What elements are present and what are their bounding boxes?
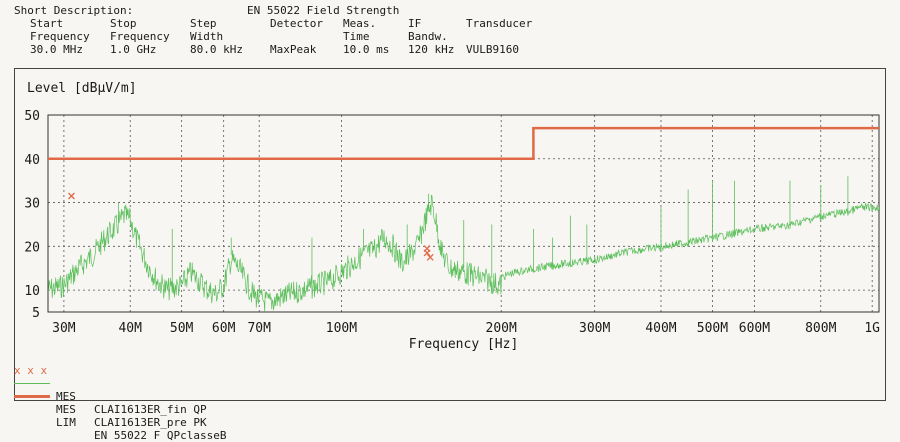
legend-name: LIM <box>56 416 76 429</box>
y-tick-label: 30 <box>24 197 40 212</box>
y-axis-label: Level [dBµV/m] <box>27 81 137 96</box>
x-tick-label: 100M <box>326 321 357 336</box>
legend-desc: CLAI1613ER_fin QP <box>94 403 207 416</box>
legend-desc: EN 55022 F QPclasseB <box>94 429 227 442</box>
qp-marker-x <box>68 192 75 200</box>
x-tick-label: 800M <box>805 321 836 336</box>
qp-marker-x <box>423 249 431 257</box>
short-description-label: Short Description: <box>14 4 134 17</box>
pk-trace-line <box>48 194 879 312</box>
detector-label: Detector <box>270 17 323 30</box>
step-width-label-1: Step <box>190 17 217 30</box>
stop-frequency-label-1: Stop <box>110 17 137 30</box>
meas-time-value: 10.0 ms <box>343 43 390 56</box>
x-tick-label: 70M <box>247 321 271 336</box>
x-tick-label: 600M <box>739 321 770 336</box>
chart-frame: Level [dBµV/m] 5 10 20 30 40 50 30M 40M 50M 60M 70M… <box>14 68 886 401</box>
limit-line <box>48 126 879 161</box>
x-tick-label: 500M <box>697 321 728 336</box>
meas-time-label-2: Time <box>343 30 370 43</box>
step-width-value: 80.0 kHz <box>190 43 243 56</box>
plot-area-border <box>47 114 880 313</box>
transducer-label: Transducer <box>466 17 533 30</box>
legend-desc: CLAI1613ER_pre PK <box>94 416 207 429</box>
start-frequency-label-2: Frequency <box>30 30 90 43</box>
y-tick-label: 5 <box>32 306 40 321</box>
legend-name: MES <box>56 390 76 403</box>
legend-row-qp-markers: x x x MES CLAI1613ER_fin QP <box>14 364 414 416</box>
limit-legend-line <box>14 395 50 398</box>
x-tick-label: 400M <box>645 321 676 336</box>
if-bandwidth-value: 120 kHz <box>408 43 455 56</box>
qp-marker-x <box>426 253 434 261</box>
step-width-label-2: Width <box>190 30 224 43</box>
measurement-title: EN 55022 Field Strength <box>247 4 400 17</box>
legend-row-pk-trace: MES CLAI1613ER_pre PK <box>14 377 414 429</box>
emission-chart: Level [dBµV/m] 5 10 20 30 40 50 30M 40M 50M 60M 70M… <box>24 81 880 352</box>
detector-value: MaxPeak <box>270 43 317 56</box>
stop-frequency-label-2: Frequency <box>110 30 170 43</box>
x-tick-label: 300M <box>579 321 610 336</box>
y-tick-label: 10 <box>24 284 40 299</box>
start-frequency-value: 30.0 MHz <box>30 43 83 56</box>
x-tick-label: 30M <box>52 321 76 336</box>
y-tick-label: 20 <box>24 240 40 255</box>
x-tick-label: 40M <box>118 321 142 336</box>
y-tick-label: 50 <box>24 109 40 124</box>
x-tick-label: 60M <box>212 321 236 336</box>
stop-frequency-value: 1.0 GHz <box>110 43 157 56</box>
meas-time-label-1: Meas. <box>343 17 377 30</box>
transducer-value: VULB9160 <box>466 43 519 56</box>
if-bandwidth-label-1: IF <box>408 17 422 30</box>
x-tick-label: 200M <box>486 321 517 336</box>
start-frequency-label-1: Start <box>30 17 64 30</box>
legend-name: MES <box>56 403 76 416</box>
x-tick-label: 50M <box>170 321 194 336</box>
if-bandwidth-label-2: Bandw. <box>408 30 448 43</box>
y-tick-label: 40 <box>24 153 40 168</box>
x-tick-label: 1G <box>864 321 880 336</box>
legend-row-limit: LIM EN 55022 F QPclasseB <box>14 390 414 442</box>
trace-legend-line <box>14 383 50 384</box>
x-marker-legend-symbol: x x x <box>14 364 48 377</box>
x-axis-label: Frequency [Hz] <box>409 337 519 352</box>
